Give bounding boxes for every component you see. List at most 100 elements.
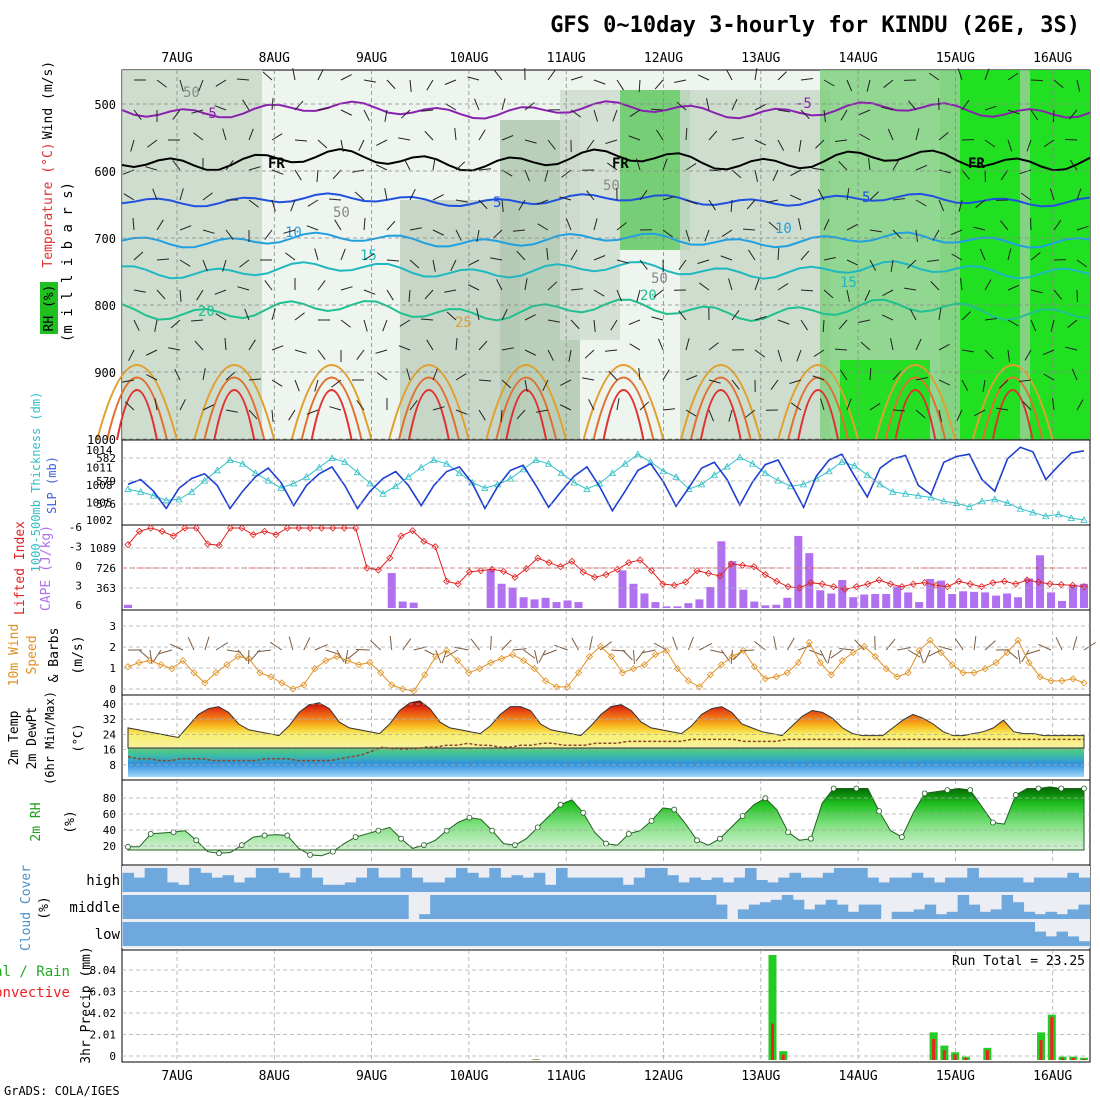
precip-tick-label: 0 (109, 1050, 116, 1063)
cloud-cell (722, 882, 735, 892)
cloud-cell (967, 868, 979, 892)
surface-wind-barb (215, 642, 229, 651)
cloud-cell (210, 895, 222, 919)
wind-barb (708, 409, 714, 422)
wind-barb (846, 79, 853, 92)
cloud-cell (562, 895, 574, 919)
wind-barb (706, 98, 710, 111)
surface-wind-barb (635, 649, 645, 662)
surface-wind-barb (1055, 637, 1063, 651)
cape-bar (486, 569, 495, 608)
wind-barb (999, 379, 1009, 389)
wind-barb (445, 103, 457, 111)
surface-wind-barb (554, 644, 568, 651)
wind-barb (215, 79, 227, 87)
surface-wind-barb (938, 645, 953, 651)
thickness-point (226, 456, 234, 463)
wind-barb (524, 139, 537, 144)
wind-barb (685, 199, 698, 205)
lifted-index-point (818, 580, 826, 588)
thickness-point (417, 463, 425, 471)
surface-wind-barb (204, 636, 210, 651)
wind-barb (492, 229, 503, 239)
cloud-cell (452, 922, 464, 946)
precip-ylabel: 3hr Precip (mm) (79, 946, 94, 1063)
wind-barb (754, 169, 758, 182)
wind-barb (697, 259, 710, 264)
wind-barb (754, 139, 767, 146)
contour-label: 5 (493, 195, 501, 211)
wind-barb (892, 159, 900, 171)
wind-barb (1007, 284, 1020, 291)
cloud-cell (825, 922, 838, 946)
lifted-index-point (875, 576, 883, 584)
wind-barb (154, 319, 158, 332)
cape-bar (1025, 578, 1034, 608)
cloud-cell (693, 922, 706, 946)
wind-tick-label: 1 (109, 662, 116, 675)
wind-barb (154, 398, 158, 411)
wind-barb (708, 199, 716, 211)
thickness-point (723, 462, 731, 470)
wind-barb (290, 199, 296, 212)
cloud-units: (%) (37, 896, 52, 919)
cloud-cell (902, 922, 915, 946)
surface-wind-barb (303, 637, 311, 651)
bottom-date-label: 15AUG (936, 1069, 975, 1084)
cloud-cell (644, 868, 657, 892)
wind-barb (124, 401, 135, 411)
bottom-date-label: 16AUG (1033, 1069, 1072, 1084)
wind-barb (656, 129, 664, 141)
rh-point (944, 787, 951, 793)
cape-bar (629, 583, 638, 608)
cloud-cell (913, 922, 926, 946)
rh-point (1081, 785, 1087, 792)
thickness-point (430, 456, 438, 463)
wind-barb (179, 399, 186, 411)
surface-wind-barb (523, 649, 536, 659)
rh-point (785, 829, 791, 836)
wind-barb (450, 259, 457, 272)
wind-barb (524, 278, 528, 291)
wind-barb (869, 403, 881, 411)
cloud-cell (573, 922, 585, 946)
wind-ylabel: 10m Wind (7, 624, 22, 687)
cloud-cell (355, 877, 368, 892)
wind-barb (754, 103, 766, 111)
lifted-index-point (443, 577, 451, 585)
lifted-index-point (261, 527, 269, 535)
wind-barb (156, 289, 166, 300)
precip-convective-bar (770, 1023, 774, 1060)
cloud-cell (792, 922, 805, 946)
wind-barb (408, 289, 411, 302)
wind-barb (478, 409, 486, 421)
wind-barb (237, 286, 250, 291)
wind-barb (938, 132, 949, 141)
cloud-cell (847, 911, 860, 919)
wind-barb (582, 377, 595, 381)
wind-barb (537, 223, 549, 231)
cloud-cell (300, 868, 312, 892)
cloud-cell (878, 882, 890, 892)
lifted-index-point (1069, 581, 1077, 589)
wind-barb (317, 68, 324, 81)
surface-wind-barb (1038, 643, 1052, 651)
rh-point (1012, 792, 1019, 798)
thickness-point (697, 480, 706, 488)
rh-point (876, 808, 883, 815)
surface-wind-barb (753, 640, 766, 651)
surface-wind-barb (819, 649, 828, 663)
wind-barb (214, 289, 227, 295)
wind-barb (1042, 349, 1055, 356)
thickness-point (353, 468, 362, 476)
cloud-cell (397, 922, 409, 946)
wind-barb (224, 338, 227, 351)
surface-wind-barb (370, 640, 382, 651)
slp-tick-label: 1008 (86, 479, 113, 492)
wind-barb (524, 102, 535, 111)
wind-barb (909, 309, 917, 321)
wind-barb (467, 76, 480, 81)
cloud-cell (188, 922, 200, 946)
wind-barb (892, 198, 905, 201)
